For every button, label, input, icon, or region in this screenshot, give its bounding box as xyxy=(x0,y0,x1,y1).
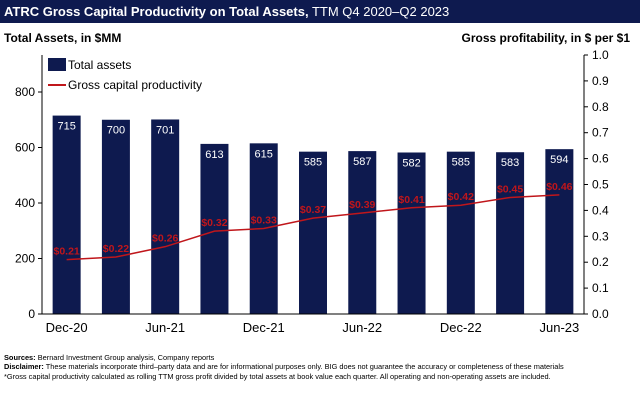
left-axis-caption: Total Assets, in $MM xyxy=(4,31,122,45)
disclaimer-label: Disclaimer: xyxy=(4,362,44,372)
chart-title-rest: TTM Q4 2020–Q2 2023 xyxy=(308,4,450,19)
gross-productivity-line xyxy=(66,194,560,261)
bar-value-label: 585 xyxy=(304,157,322,169)
right-axis-tick-label: 0.2 xyxy=(592,255,609,269)
line-value-label: $0.33 xyxy=(251,215,277,227)
bar-value-label: 582 xyxy=(402,157,420,169)
line-value-label: $0.21 xyxy=(53,246,79,258)
right-axis-tick-label: 0.9 xyxy=(592,74,609,88)
disclaimer-line: Disclaimer: These materials incorporate … xyxy=(4,362,632,371)
bar-value-label: 587 xyxy=(353,156,371,168)
combo-chart: 715 700 701 613 615 585 587 582 585 583 594 0 200 400… xyxy=(15,48,609,335)
line-value-label: $0.42 xyxy=(448,191,474,203)
right-axis-tick-label: 0.8 xyxy=(592,100,609,114)
bar-jun-21 xyxy=(151,119,180,314)
legend-bar-swatch xyxy=(48,58,66,71)
bar-dec-22 xyxy=(446,151,475,314)
sources-label: Sources: xyxy=(4,353,36,362)
x-tick-label: Jun-22 xyxy=(342,320,382,335)
bar-jun-23 xyxy=(545,149,574,314)
x-tick-label: Dec-20 xyxy=(46,320,88,335)
left-axis-tick-label: 800 xyxy=(15,85,35,99)
bar-value-label: 715 xyxy=(57,121,75,133)
x-tick-label: Jun-21 xyxy=(145,320,185,335)
chart-title-bold: ATRC Gross Capital Productivity on Total… xyxy=(4,4,309,19)
bar-value-label: 583 xyxy=(501,157,519,169)
disclaimer-text: These materials incorporate third–party … xyxy=(43,362,564,372)
x-tick-label: Dec-21 xyxy=(243,320,285,335)
line-value-label: $0.22 xyxy=(103,243,129,255)
bar-mar-23 xyxy=(496,152,525,314)
right-axis-tick-label: 0.3 xyxy=(592,229,609,243)
bar-value-label: 701 xyxy=(156,124,174,136)
line-value-label: $0.39 xyxy=(349,199,375,211)
chart-title: ATRC Gross Capital Productivity on Total… xyxy=(0,0,640,23)
bar-dec-20 xyxy=(52,115,81,314)
right-axis-caption: Gross profitability, in $ per $1 xyxy=(461,31,631,45)
x-tick-label: Dec-22 xyxy=(440,320,482,335)
line-value-label: $0.41 xyxy=(398,194,424,206)
right-axis-tick-label: 0.5 xyxy=(592,178,609,192)
line-value-label: $0.45 xyxy=(497,183,523,195)
bar-sep-22 xyxy=(397,152,426,314)
bar-sep-21 xyxy=(200,143,229,314)
x-tick-label: Jun-23 xyxy=(539,320,579,335)
left-axis-tick-label: 0 xyxy=(28,307,35,321)
bar-value-label: 594 xyxy=(550,154,568,166)
footer: Sources: Bernard Investment Group analys… xyxy=(4,353,632,381)
bar-value-label: 615 xyxy=(255,148,273,160)
bar-value-label: 700 xyxy=(107,125,125,137)
methodology-note: *Gross capital productivity calculated a… xyxy=(4,371,551,381)
right-axis-tick-label: 0.0 xyxy=(592,307,609,321)
right-axis-tick-label: 0.6 xyxy=(592,152,609,166)
sources-text: Bernard Investment Group analysis, Compa… xyxy=(35,353,215,362)
line-value-label: $0.46 xyxy=(546,181,572,193)
left-axis-tick-label: 400 xyxy=(15,196,35,210)
line-value-label: $0.32 xyxy=(201,217,227,229)
left-axis-tick-label: 600 xyxy=(15,140,35,154)
sources-line: Sources: Bernard Investment Group analys… xyxy=(4,353,632,362)
right-axis-tick-label: 1.0 xyxy=(592,48,609,62)
line-value-label: $0.26 xyxy=(152,233,178,245)
bar-mar-21 xyxy=(101,119,130,315)
bar-mar-22 xyxy=(299,151,327,314)
legend-line-label: Gross capital productivity xyxy=(68,78,202,92)
legend-bar-label: Total assets xyxy=(68,58,131,72)
left-axis-tick-label: 200 xyxy=(15,251,35,265)
right-axis-tick-label: 0.7 xyxy=(592,126,609,140)
right-axis-tick-label: 0.1 xyxy=(592,281,609,295)
bar-jun-22 xyxy=(348,151,377,314)
line-value-label: $0.37 xyxy=(300,204,326,216)
bar-value-label: 613 xyxy=(205,149,223,161)
right-axis-tick-label: 0.4 xyxy=(592,203,609,217)
bar-value-label: 585 xyxy=(452,157,470,169)
